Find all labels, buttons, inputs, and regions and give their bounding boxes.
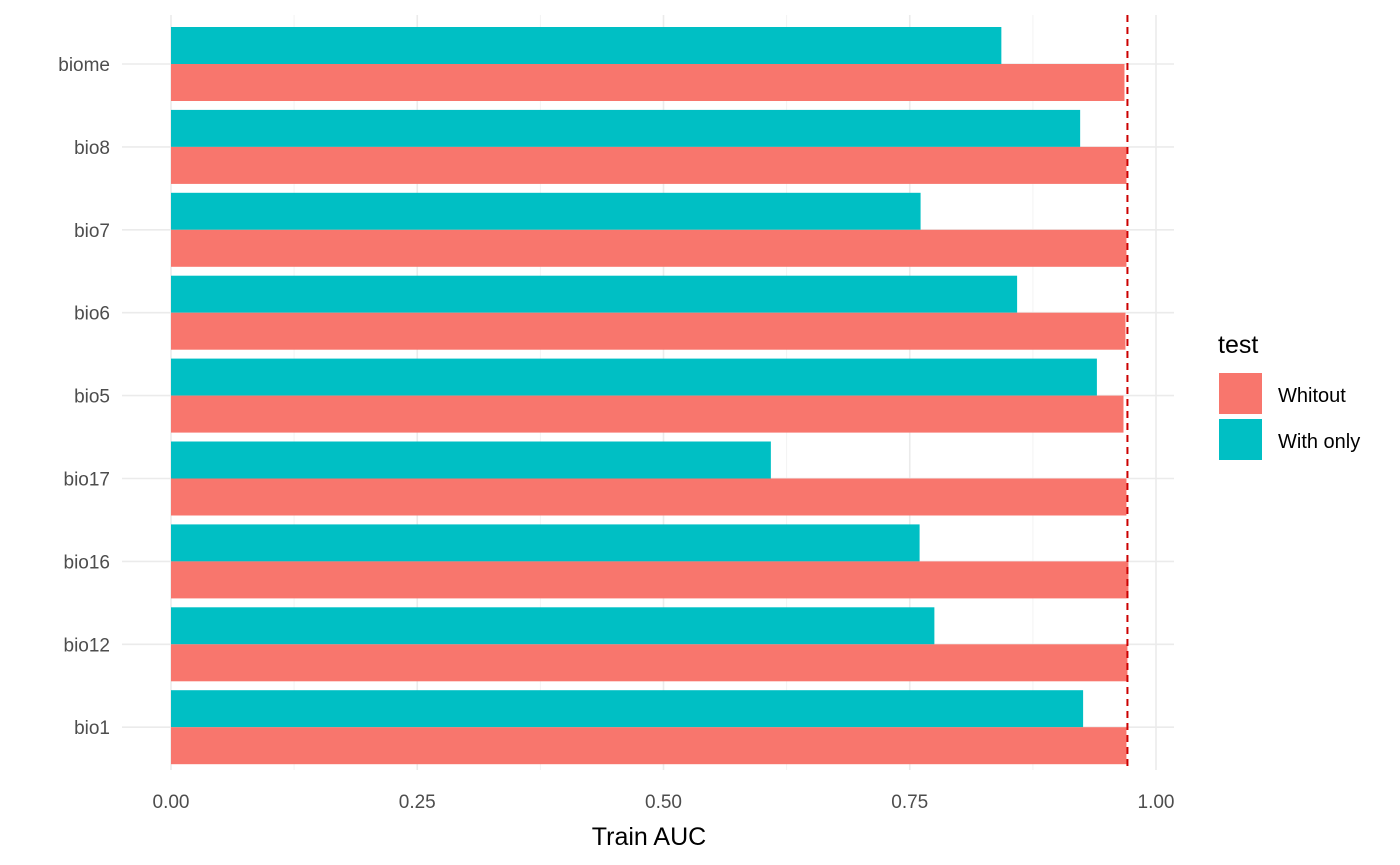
x-tick-label: 0.75: [891, 792, 928, 813]
bar-bio1-with-only: [171, 690, 1084, 728]
bar-bio7-whitout: [171, 229, 1127, 267]
y-tick-label: bio7: [74, 221, 110, 242]
legend-label: With only: [1278, 431, 1360, 453]
y-tick-label: biome: [58, 55, 110, 76]
x-axis-title: Train AUC: [592, 823, 706, 851]
bar-bio8-whitout: [171, 146, 1127, 184]
bar-bio7-with-only: [171, 192, 921, 230]
bar-bio5-with-only: [171, 358, 1097, 396]
x-tick-label: 1.00: [1138, 792, 1175, 813]
y-tick-labels: biome bio8 bio7 bio6 bio5 bio17 bio16 bio12 bio1: [58, 55, 110, 739]
legend: test Whitout With only: [1218, 331, 1360, 460]
bar-bio1-whitout: [171, 727, 1127, 765]
y-tick-label: bio8: [74, 138, 110, 159]
legend-key-with-only: [1219, 419, 1262, 460]
x-tick-label: 0.50: [645, 792, 682, 813]
bar-bio12-with-only: [171, 607, 935, 645]
legend-title: test: [1218, 331, 1258, 359]
y-tick-label: bio12: [64, 635, 111, 656]
bar-bio16-with-only: [171, 524, 920, 562]
y-tick-label: bio17: [64, 470, 111, 491]
y-tick-label: bio1: [74, 718, 110, 739]
bar-bio6-with-only: [171, 275, 1018, 313]
y-tick-label: bio16: [64, 552, 111, 573]
bar-bio16-whitout: [171, 561, 1129, 599]
bar-bio6-whitout: [171, 312, 1126, 350]
bar-bio12-whitout: [171, 644, 1128, 682]
bar-bio8-with-only: [171, 109, 1081, 147]
y-tick-label: bio5: [74, 387, 110, 408]
bar-bio17-whitout: [171, 478, 1127, 516]
y-tick-label: bio6: [74, 304, 110, 325]
x-tick-label: 0.25: [399, 792, 436, 813]
legend-label: Whitout: [1278, 385, 1346, 407]
legend-key-whitout: [1219, 373, 1262, 414]
bars: [171, 27, 1129, 765]
bar-bio17-with-only: [171, 441, 771, 479]
x-tick-label: 0.00: [153, 792, 190, 813]
bar-bio5-whitout: [171, 395, 1124, 433]
bar-biome-whitout: [171, 64, 1125, 101]
bar-biome-with-only: [171, 27, 1002, 64]
x-tick-labels: 0.00 0.25 0.50 0.75 1.00: [153, 792, 1175, 813]
